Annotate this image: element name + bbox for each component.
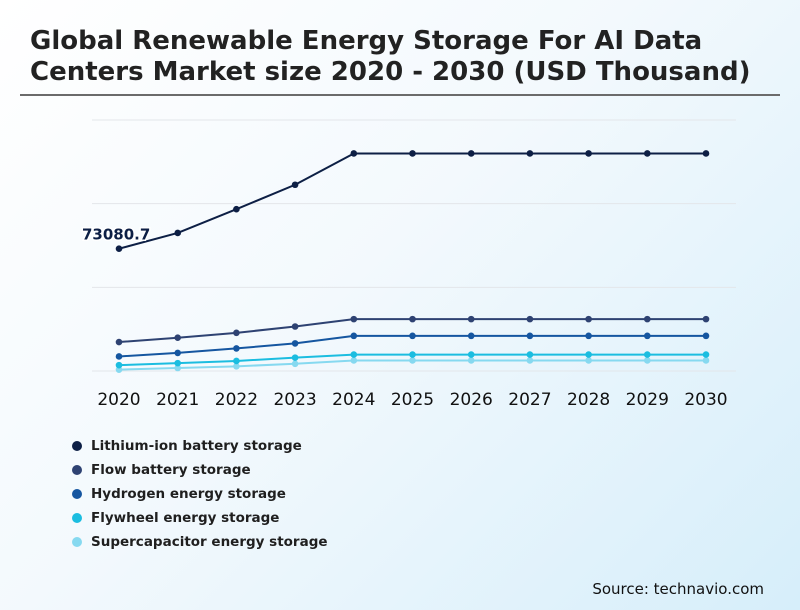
data-point bbox=[644, 150, 651, 157]
series-2 bbox=[115, 332, 710, 360]
data-point bbox=[526, 315, 534, 323]
data-point bbox=[115, 353, 123, 360]
data-point bbox=[291, 354, 299, 361]
data-point bbox=[409, 351, 416, 358]
data-point bbox=[174, 359, 181, 367]
legend-marker bbox=[72, 537, 82, 547]
data-point bbox=[702, 351, 710, 358]
data-point bbox=[467, 150, 475, 157]
data-point bbox=[585, 315, 592, 323]
data-point bbox=[233, 345, 240, 352]
legend-marker bbox=[72, 489, 82, 499]
legend-label: Hydrogen energy storage bbox=[91, 486, 286, 502]
data-point bbox=[585, 150, 592, 157]
data-point bbox=[115, 245, 123, 253]
x-tick-label: 2026 bbox=[450, 390, 493, 410]
data-point bbox=[526, 332, 534, 340]
data-point bbox=[115, 361, 123, 369]
data-point bbox=[702, 315, 710, 323]
data-point bbox=[409, 357, 416, 364]
data-point bbox=[702, 150, 710, 157]
series-1 bbox=[115, 315, 710, 346]
legend-marker bbox=[72, 441, 82, 451]
series-4 bbox=[115, 357, 710, 373]
grid-lines bbox=[92, 119, 736, 372]
data-point bbox=[174, 229, 181, 237]
data-point bbox=[350, 150, 358, 157]
data-point bbox=[526, 357, 534, 364]
data-label: 73080.7 bbox=[82, 226, 150, 244]
legend-marker bbox=[72, 465, 82, 475]
data-point bbox=[174, 334, 181, 342]
data-point bbox=[233, 329, 240, 337]
data-point bbox=[115, 366, 123, 373]
legend-label: Flywheel energy storage bbox=[91, 510, 280, 526]
x-tick-label: 2028 bbox=[567, 390, 610, 410]
data-point bbox=[291, 323, 299, 330]
series-line bbox=[118, 152, 706, 250]
data-point bbox=[644, 332, 651, 340]
legend: Lithium-ion battery storage Flow battery … bbox=[72, 434, 328, 554]
data-point bbox=[644, 315, 651, 323]
x-tick-label: 2029 bbox=[626, 390, 669, 410]
data-point bbox=[350, 357, 358, 364]
data-point bbox=[644, 351, 651, 358]
data-point bbox=[409, 150, 416, 157]
chart-title: Global Renewable Energy Storage For AI D… bbox=[30, 26, 751, 87]
title-divider bbox=[20, 94, 780, 96]
legend-item: Supercapacitor energy storage bbox=[72, 530, 328, 554]
legend-item: Hydrogen energy storage bbox=[72, 482, 328, 506]
series-3 bbox=[115, 351, 710, 369]
legend-label: Lithium-ion battery storage bbox=[91, 438, 302, 454]
x-axis-tick-labels: 2020 2021 2022 2023 2024 2025 2026 2027 2028 2029… bbox=[97, 390, 727, 410]
x-tick-label: 2021 bbox=[156, 390, 199, 410]
data-point bbox=[467, 332, 475, 340]
data-point bbox=[409, 315, 416, 323]
data-point bbox=[585, 351, 592, 358]
data-point bbox=[350, 315, 358, 323]
data-point bbox=[291, 340, 299, 347]
annotations: 73080.7 bbox=[81, 224, 152, 245]
data-point bbox=[233, 205, 240, 213]
data-point bbox=[526, 351, 534, 358]
data-point bbox=[585, 357, 592, 364]
x-tick-label: 2023 bbox=[273, 390, 316, 410]
x-tick-label: 2020 bbox=[97, 390, 140, 410]
data-point bbox=[585, 332, 592, 340]
legend-item: Flywheel energy storage bbox=[72, 506, 328, 530]
data-point bbox=[233, 357, 240, 365]
data-point bbox=[467, 315, 475, 323]
data-point bbox=[174, 349, 181, 357]
source-credit: Source: technavio.com bbox=[592, 580, 764, 598]
data-point bbox=[115, 338, 123, 346]
x-tick-label: 2022 bbox=[215, 390, 258, 410]
data-point bbox=[291, 360, 299, 368]
data-point bbox=[467, 351, 475, 358]
legend-label: Flow battery storage bbox=[91, 462, 251, 478]
legend-label: Supercapacitor energy storage bbox=[91, 534, 328, 550]
series-lines bbox=[115, 150, 710, 373]
legend-marker bbox=[72, 513, 82, 523]
x-tick-label: 2027 bbox=[508, 390, 551, 410]
data-point bbox=[702, 332, 710, 340]
legend-item: Lithium-ion battery storage bbox=[72, 434, 328, 458]
x-tick-label: 2025 bbox=[391, 390, 434, 410]
data-point bbox=[467, 357, 475, 364]
legend-item: Flow battery storage bbox=[72, 458, 328, 482]
x-tick-label: 2030 bbox=[684, 390, 727, 410]
x-tick-label: 2024 bbox=[332, 390, 375, 410]
data-point bbox=[291, 181, 299, 189]
data-point bbox=[702, 357, 710, 364]
data-point bbox=[233, 363, 240, 370]
data-point bbox=[350, 332, 358, 340]
data-point bbox=[409, 332, 416, 340]
data-point bbox=[526, 150, 534, 157]
series-0 bbox=[115, 150, 710, 253]
data-point bbox=[174, 364, 181, 372]
data-point bbox=[644, 357, 651, 364]
data-point bbox=[350, 351, 358, 358]
